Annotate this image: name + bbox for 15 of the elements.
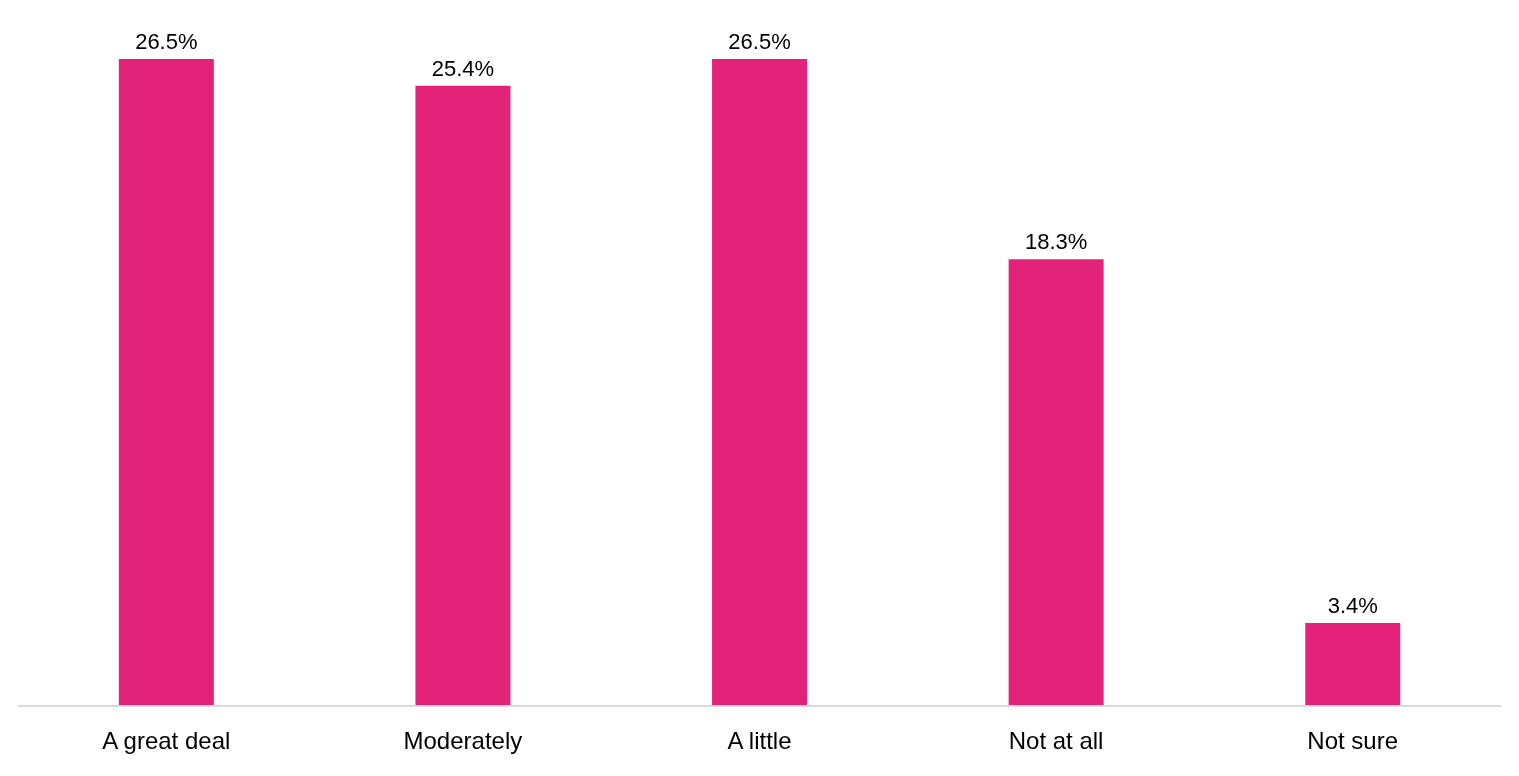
bar bbox=[118, 59, 214, 706]
bar bbox=[712, 59, 808, 706]
bar bbox=[415, 85, 511, 706]
bar bbox=[1008, 259, 1104, 706]
x-tick-label: Not at all bbox=[1008, 727, 1104, 755]
data-label: 18.3% bbox=[1024, 229, 1088, 255]
x-tick-label: Moderately bbox=[403, 727, 523, 755]
x-tick-label: Not sure bbox=[1307, 727, 1399, 755]
data-label: 26.5% bbox=[135, 29, 198, 54]
x-tick-label: A great deal bbox=[102, 727, 231, 755]
data-label: 3.4% bbox=[1327, 592, 1378, 618]
data-label: 25.4% bbox=[431, 55, 495, 81]
data-label: 26.5% bbox=[728, 29, 791, 54]
x-tick-label: A little bbox=[727, 727, 792, 755]
bar bbox=[1305, 622, 1401, 706]
